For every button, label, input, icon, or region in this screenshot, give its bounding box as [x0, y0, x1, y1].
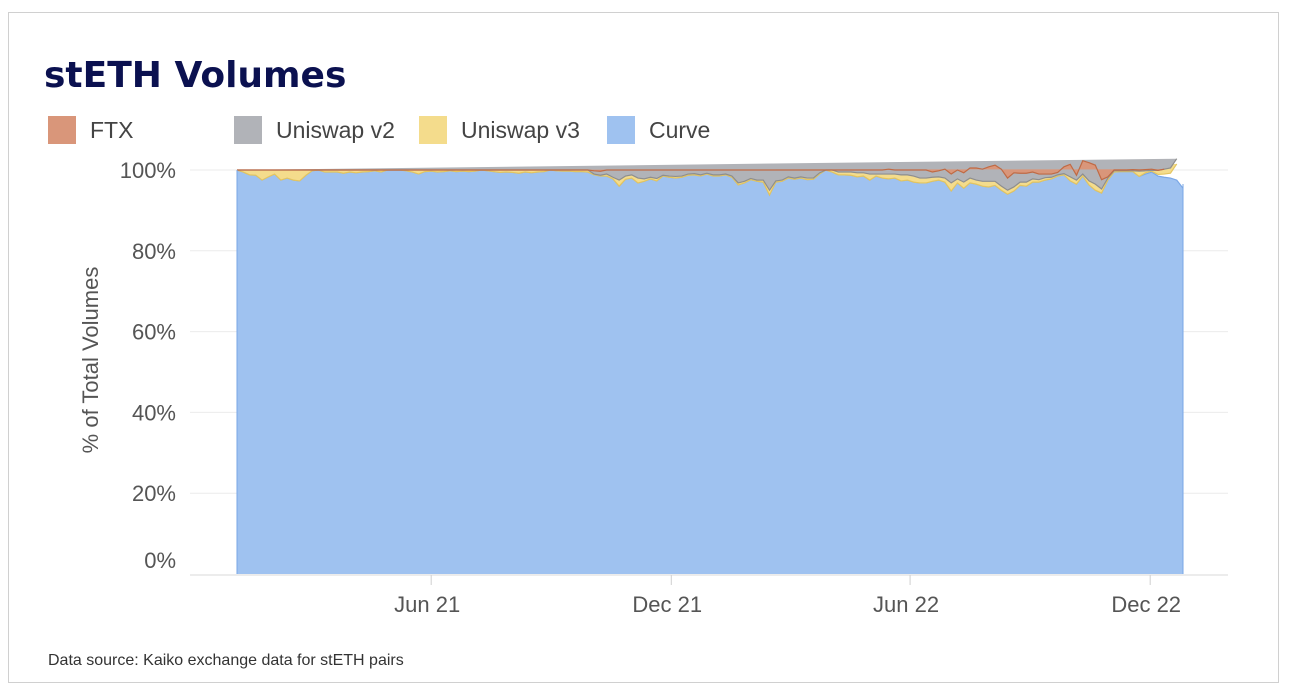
y-tick-label: 60% — [132, 320, 176, 345]
legend-item-curve[interactable]: Curve — [607, 114, 710, 146]
legend-label-uniswap-v3: Uniswap v3 — [461, 116, 580, 143]
y-tick-label: 40% — [132, 400, 176, 425]
series-areas — [236, 158, 1184, 574]
data-source-note: Data source: Kaiko exchange data for stE… — [48, 652, 404, 669]
y-axis-label: % of Total Volumes — [78, 267, 103, 454]
x-tick-label: Jun 22 — [873, 592, 939, 617]
legend-item-ftx[interactable]: FTX — [48, 114, 133, 146]
line-ftx — [237, 159, 1165, 181]
legend-label-uniswap-v2: Uniswap v2 — [276, 116, 395, 143]
x-tick-label: Dec 21 — [632, 592, 702, 617]
legend-swatch-uniswap-v2 — [234, 116, 262, 144]
y-tick-label: 80% — [132, 239, 176, 264]
y-tick-label: 100% — [120, 158, 176, 183]
legend-swatch-curve — [607, 116, 635, 144]
chart-title: stETH Volumes — [44, 55, 347, 96]
area-curve — [237, 170, 1183, 574]
x-tick-label: Dec 22 — [1111, 592, 1181, 617]
y-tick-label: 0% — [144, 548, 176, 573]
legend-swatch-uniswap-v3 — [419, 116, 447, 144]
legend-swatch-ftx — [48, 116, 76, 144]
y-tick-label: 20% — [132, 481, 176, 506]
legend-item-uniswap-v2[interactable]: Uniswap v2 — [234, 114, 395, 146]
area-uniswap-v2 — [237, 158, 1177, 191]
legend-item-uniswap-v3[interactable]: Uniswap v3 — [419, 114, 580, 146]
legend-label-curve: Curve — [649, 116, 711, 143]
legend-label-ftx: FTX — [90, 116, 134, 143]
axes: 0% 20% 40% 60% 80% 100% Jun 21 Dec 21 Jun 22 Dec … — [120, 158, 1228, 617]
x-tick-label: Jun 21 — [394, 592, 460, 617]
